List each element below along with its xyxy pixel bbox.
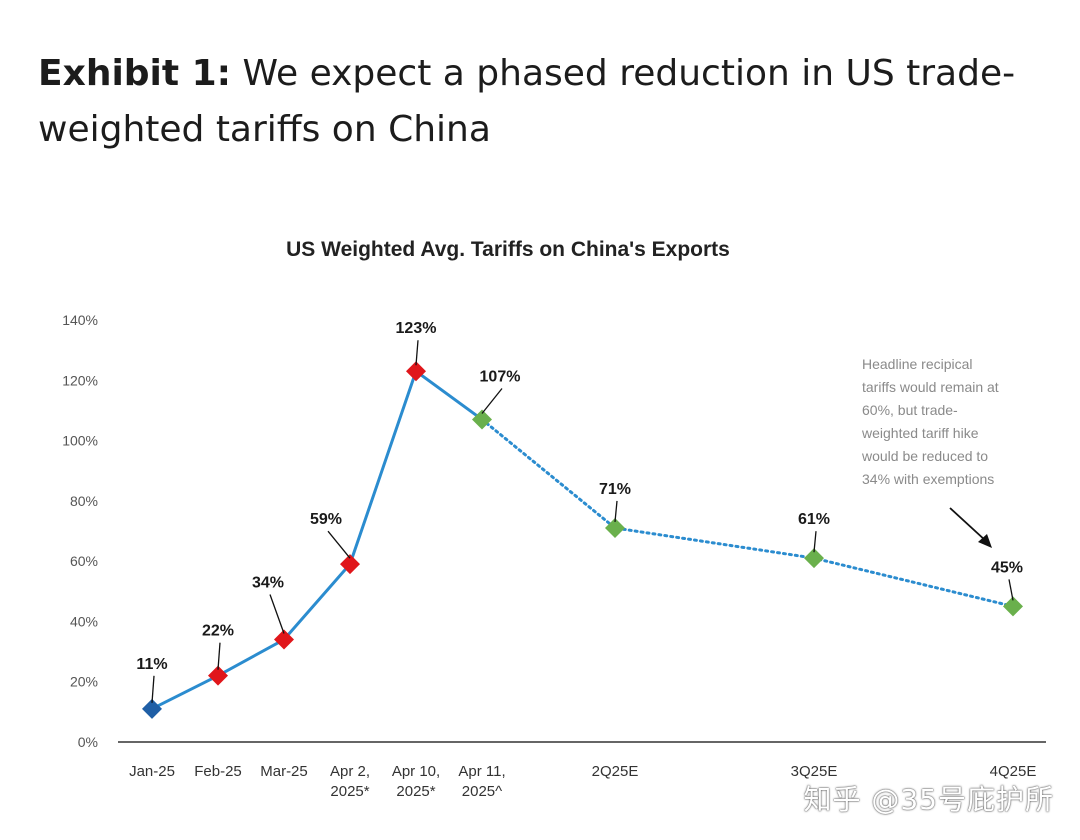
exhibit-title-text: We expect a phased reduction in US trade… (38, 53, 1016, 150)
data-point-marker (208, 665, 228, 686)
annotation-arrowhead (978, 534, 992, 548)
data-label: 22% (202, 623, 234, 640)
x-tick-label: 3Q25E (791, 763, 838, 780)
exhibit-label: Exhibit 1: (38, 53, 232, 94)
x-tick-label: 4Q25E (990, 763, 1037, 780)
data-label: 71% (599, 481, 631, 498)
x-tick-label: Apr 10, 2025* (392, 763, 440, 800)
data-label: 11% (136, 656, 167, 673)
x-tick-label: Apr 11, 2025^ (458, 763, 505, 800)
x-tick-label: Mar-25 (260, 763, 308, 780)
x-tick-label: Apr 2, 2025* (330, 763, 370, 800)
y-tick-label: 140% (62, 312, 98, 328)
data-label-leader (481, 388, 503, 414)
data-label-leader (614, 500, 618, 523)
data-label: 34% (252, 575, 284, 592)
y-tick-label: 40% (70, 613, 98, 629)
series-line (151, 369, 1015, 711)
data-label-leader (415, 340, 419, 366)
series-line-projected (480, 417, 1015, 608)
chart-title: US Weighted Avg. Tariffs on China's Expo… (286, 238, 730, 261)
data-label: 59% (310, 511, 342, 528)
data-label-leader (327, 530, 351, 559)
exhibit-title: Exhibit 1: We expect a phased reduction … (38, 46, 1038, 158)
y-axis: 0% 20% 40% 60% 80% 100% 120% 140% (62, 312, 98, 750)
data-label-leader (1008, 579, 1014, 601)
y-tick-label: 100% (62, 433, 98, 449)
annotation: Headline recipical tariffs would remain a… (861, 356, 999, 548)
data-point-marker (406, 361, 426, 382)
x-tick-label: Feb-25 (194, 763, 242, 780)
watermark: 知乎 @35号庇护所 (803, 783, 1054, 816)
y-tick-label: 0% (78, 734, 98, 750)
data-point-marker (142, 698, 162, 719)
data-label: 123% (396, 320, 437, 337)
y-tick-label: 120% (62, 372, 98, 388)
data-label: 61% (798, 511, 830, 528)
annotation-arrow (949, 507, 987, 542)
y-tick-label: 80% (70, 493, 98, 509)
annotation-text: Headline recipical tariffs would remain a… (861, 356, 999, 487)
data-label-leader (269, 594, 285, 634)
data-point-marker (340, 554, 360, 575)
y-tick-label: 20% (70, 674, 98, 690)
data-label-leader (151, 675, 155, 703)
data-label: 45% (991, 559, 1023, 576)
data-label-leader (217, 642, 221, 670)
data-point-marker (274, 629, 294, 650)
data-point-marker (605, 517, 625, 538)
data-label-leader (813, 531, 817, 553)
x-axis: Jan-25 Feb-25 Mar-25 Apr 2, 2025* Apr 10, 2025… (129, 763, 1036, 800)
data-label: 107% (480, 368, 521, 385)
data-point-marker (1003, 596, 1023, 617)
data-point-marker (472, 409, 492, 430)
data-point-marker (804, 548, 824, 569)
data-labels: 11% 22% 34% 59% 123% 107% 71% 61% 45% (136, 320, 1023, 703)
data-markers (142, 361, 1023, 719)
y-tick-label: 60% (70, 553, 98, 569)
x-tick-label: 2Q25E (592, 763, 639, 780)
series-line-actual (151, 369, 483, 711)
x-tick-label: Jan-25 (129, 763, 175, 780)
